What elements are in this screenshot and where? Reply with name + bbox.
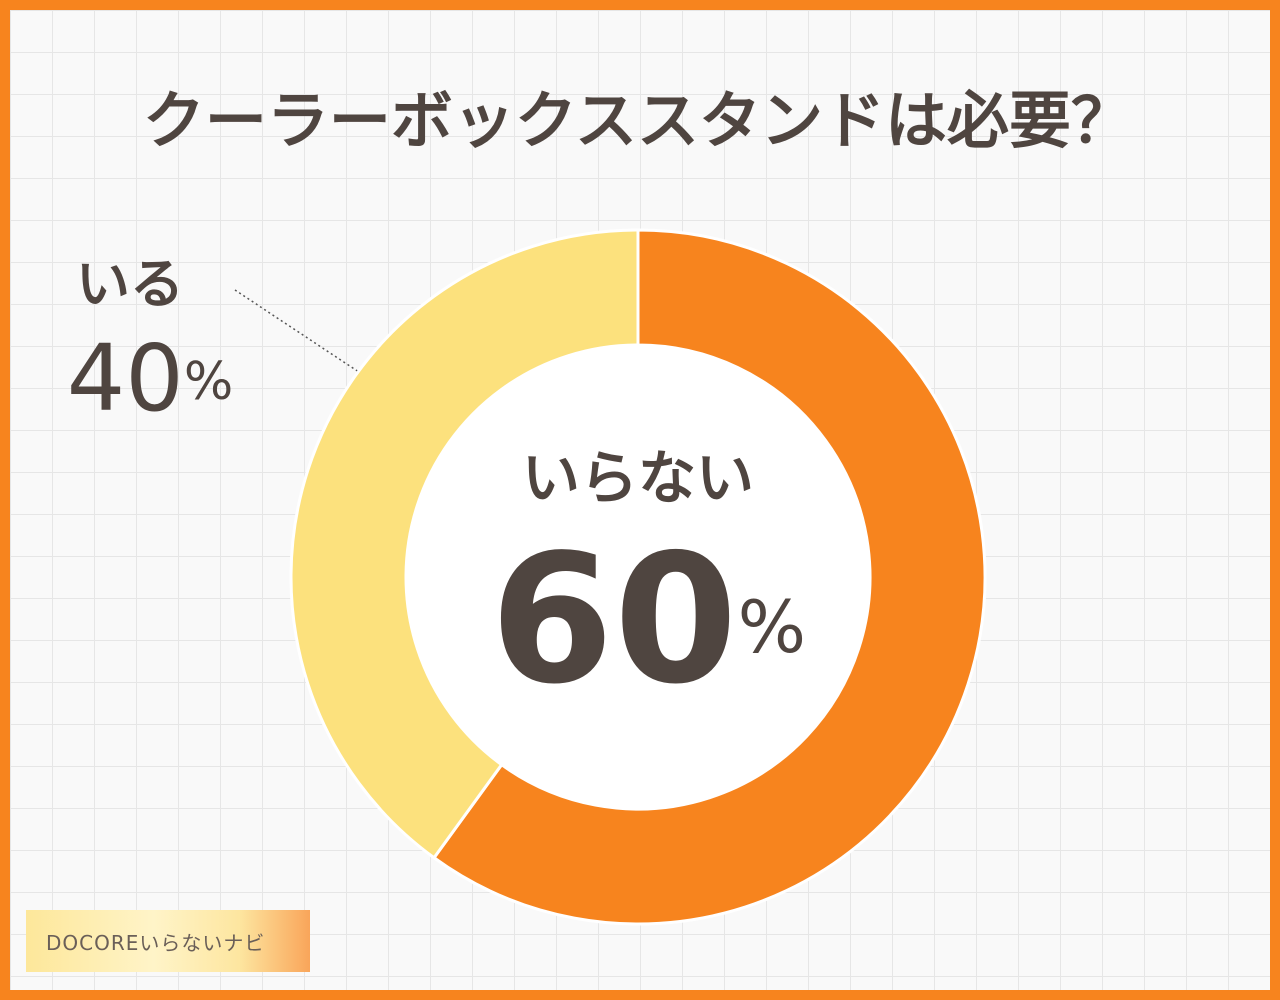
- category-label: いらない: [522, 444, 754, 512]
- chart-title: クーラーボックススタンドは必要？: [143, 84, 1133, 157]
- category-label: いる: [76, 253, 184, 316]
- value-label: 60%: [490, 516, 806, 723]
- value-label: 40%: [67, 325, 234, 432]
- donut-hole: [406, 345, 870, 809]
- source-badge: DOCOREいらないナビ: [26, 910, 310, 972]
- donut: [289, 228, 987, 926]
